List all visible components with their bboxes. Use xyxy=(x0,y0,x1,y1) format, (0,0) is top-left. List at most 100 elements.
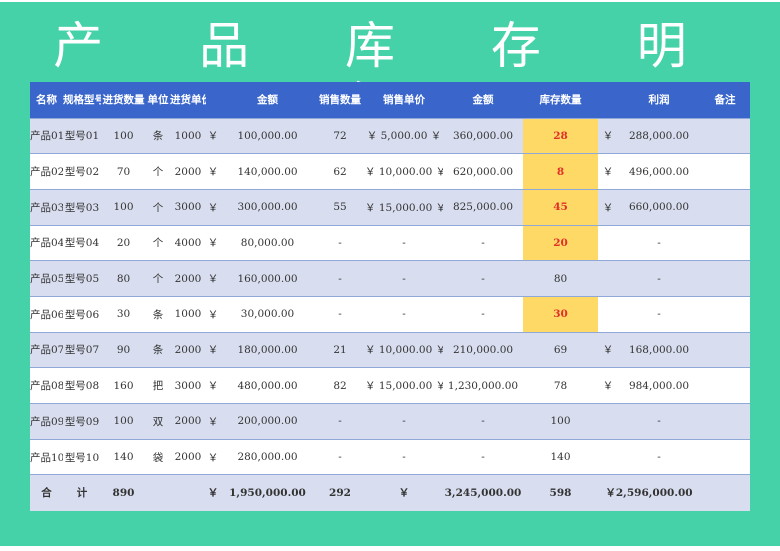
cell-profit[interactable]: - xyxy=(657,415,661,428)
cell-sale-amount[interactable]: - xyxy=(481,415,485,428)
cell-profit-currency[interactable] xyxy=(598,404,618,440)
total-profit[interactable]: ￥2,596,000.00 xyxy=(605,487,693,500)
header-sale-price[interactable]: 销售单价 xyxy=(383,94,425,107)
cell-profit-currency[interactable]: ￥ xyxy=(602,380,614,393)
cell-sale-amount[interactable]: - xyxy=(481,272,485,285)
cell-unit[interactable]: 个 xyxy=(152,237,164,250)
cell-model[interactable]: 型号05 xyxy=(64,273,100,286)
cell-sale-amount[interactable]: 360,000.00 xyxy=(452,129,514,142)
cell-model[interactable]: 型号07 xyxy=(64,344,100,357)
cell-model[interactable]: 型号06 xyxy=(64,308,100,321)
cell-stock[interactable]: 69 xyxy=(553,343,568,356)
cell-currency[interactable]: ￥ xyxy=(207,201,219,214)
cell-stock[interactable]: 140 xyxy=(550,451,571,464)
cell-in-price[interactable]: 1000 xyxy=(174,129,202,142)
cell-name[interactable]: 产品03 xyxy=(30,201,63,214)
cell-sale-qty[interactable]: 82 xyxy=(333,379,347,392)
cell-in-price[interactable]: 2000 xyxy=(174,343,202,356)
cell-name[interactable]: 产品07 xyxy=(30,344,63,357)
cell-in-qty[interactable]: 100 xyxy=(113,415,134,428)
cell-sale-qty[interactable]: 21 xyxy=(333,343,347,356)
cell-sale-amount[interactable]: - xyxy=(481,451,485,464)
cell-note[interactable] xyxy=(700,332,750,368)
cell-in-qty[interactable]: 80 xyxy=(116,272,131,285)
cell-profit[interactable]: 496,000.00 xyxy=(628,165,690,178)
cell-in-qty[interactable]: 100 xyxy=(113,129,134,142)
cell-in-price[interactable]: 2000 xyxy=(174,415,202,428)
cell-in-qty[interactable]: 30 xyxy=(116,308,131,321)
cell-currency[interactable]: ￥ xyxy=(207,130,219,143)
cell-unit[interactable]: 个 xyxy=(152,166,164,179)
cell-sale-qty[interactable]: 62 xyxy=(333,165,347,178)
cell-amount[interactable]: 100,000.00 xyxy=(237,129,298,142)
cell-sale-qty[interactable]: - xyxy=(338,451,342,464)
cell-profit[interactable]: 288,000.00 xyxy=(628,129,690,142)
cell-stock[interactable]: 80 xyxy=(553,272,568,285)
cell-model[interactable]: 型号04 xyxy=(64,237,100,250)
cell-stock[interactable]: 8 xyxy=(523,153,598,190)
cell-name[interactable]: 产品08 xyxy=(30,380,63,393)
cell-profit[interactable]: 168,000.00 xyxy=(628,343,690,356)
cell-in-qty[interactable]: 20 xyxy=(116,236,131,249)
cell-in-price[interactable]: 3000 xyxy=(174,379,202,392)
cell-model[interactable]: 型号02 xyxy=(64,166,100,179)
header-amount[interactable]: 金额 xyxy=(257,94,278,107)
cell-note[interactable] xyxy=(700,261,750,297)
cell-currency[interactable]: ￥ xyxy=(207,166,219,179)
cell-name[interactable]: 产品10 xyxy=(30,451,63,464)
cell-in-qty[interactable]: 160 xyxy=(113,379,134,392)
cell-amount[interactable]: 180,000.00 xyxy=(237,343,298,356)
cell-stock[interactable]: 78 xyxy=(553,379,568,392)
cell-unit[interactable]: 双 xyxy=(152,415,164,428)
cell-unit[interactable]: 条 xyxy=(152,308,164,321)
cell-in-price[interactable]: 2000 xyxy=(174,165,202,178)
cell-in-price[interactable]: 2000 xyxy=(174,272,202,285)
cell-stock[interactable]: 30 xyxy=(523,296,598,333)
total-in-qty[interactable]: 890 xyxy=(112,486,135,499)
cell-in-qty[interactable]: 100 xyxy=(113,201,134,214)
total-stock[interactable]: 598 xyxy=(549,486,572,499)
cell-unit[interactable]: 个 xyxy=(152,273,164,286)
cell-note[interactable] xyxy=(700,296,750,332)
cell-unit[interactable]: 条 xyxy=(152,344,164,357)
total-sale-currency[interactable]: ￥ xyxy=(398,487,410,500)
cell-currency[interactable]: ￥ xyxy=(207,273,219,286)
total-label-1[interactable]: 合 xyxy=(41,487,52,500)
cell-sale-amount[interactable]: 210,000.00 xyxy=(452,343,514,356)
cell-name[interactable]: 产品05 xyxy=(30,273,63,286)
cell-amount[interactable]: 160,000.00 xyxy=(237,272,298,285)
header-name[interactable]: 名称 xyxy=(36,94,57,107)
cell-sale-amount[interactable]: - xyxy=(481,236,485,249)
header-sale-amount[interactable]: 金额 xyxy=(472,94,494,107)
cell-currency[interactable]: ￥ xyxy=(207,451,219,464)
header-in-price[interactable]: 进货单价 xyxy=(170,94,206,107)
cell-stock[interactable]: 20 xyxy=(523,225,598,261)
cell-unit[interactable]: 条 xyxy=(152,130,164,143)
cell-profit[interactable]: 984,000.00 xyxy=(628,379,690,392)
cell-in-price[interactable]: 4000 xyxy=(174,236,202,249)
cell-amount[interactable]: 480,000.00 xyxy=(237,379,298,392)
cell-currency[interactable]: ￥ xyxy=(207,380,219,393)
cell-sale-price[interactable]: ￥ 5,000.00 ￥ xyxy=(366,130,442,143)
cell-in-qty[interactable]: 140 xyxy=(113,451,134,464)
total-amount[interactable]: 1,950,000.00 xyxy=(229,486,306,499)
cell-note[interactable] xyxy=(700,154,750,190)
total-sale-qty[interactable]: 292 xyxy=(329,486,351,499)
cell-note[interactable] xyxy=(700,368,750,404)
cell-unit[interactable]: 个 xyxy=(152,201,164,214)
cell-stock[interactable]: 100 xyxy=(550,415,571,428)
cell-stock[interactable]: 45 xyxy=(523,189,598,226)
cell-profit-currency[interactable] xyxy=(598,439,618,475)
header-model[interactable]: 规格型号 xyxy=(63,94,101,107)
cell-amount[interactable]: 200,000.00 xyxy=(237,415,298,428)
cell-sale-price[interactable]: - xyxy=(402,415,406,428)
cell-stock[interactable]: 28 xyxy=(523,118,598,154)
cell-sale-price[interactable]: ￥ 10,000.00 ￥ xyxy=(365,344,443,357)
cell-in-price[interactable]: 1000 xyxy=(174,308,202,321)
cell-profit-currency[interactable]: ￥ xyxy=(602,130,614,143)
cell-sale-amount[interactable]: 1,230,000.00 xyxy=(447,379,519,392)
cell-sale-qty[interactable]: - xyxy=(338,308,342,321)
cell-sale-amount[interactable]: 825,000.00 xyxy=(452,201,514,214)
cell-sale-price[interactable]: - xyxy=(402,236,406,249)
cell-profit[interactable]: - xyxy=(657,272,661,285)
